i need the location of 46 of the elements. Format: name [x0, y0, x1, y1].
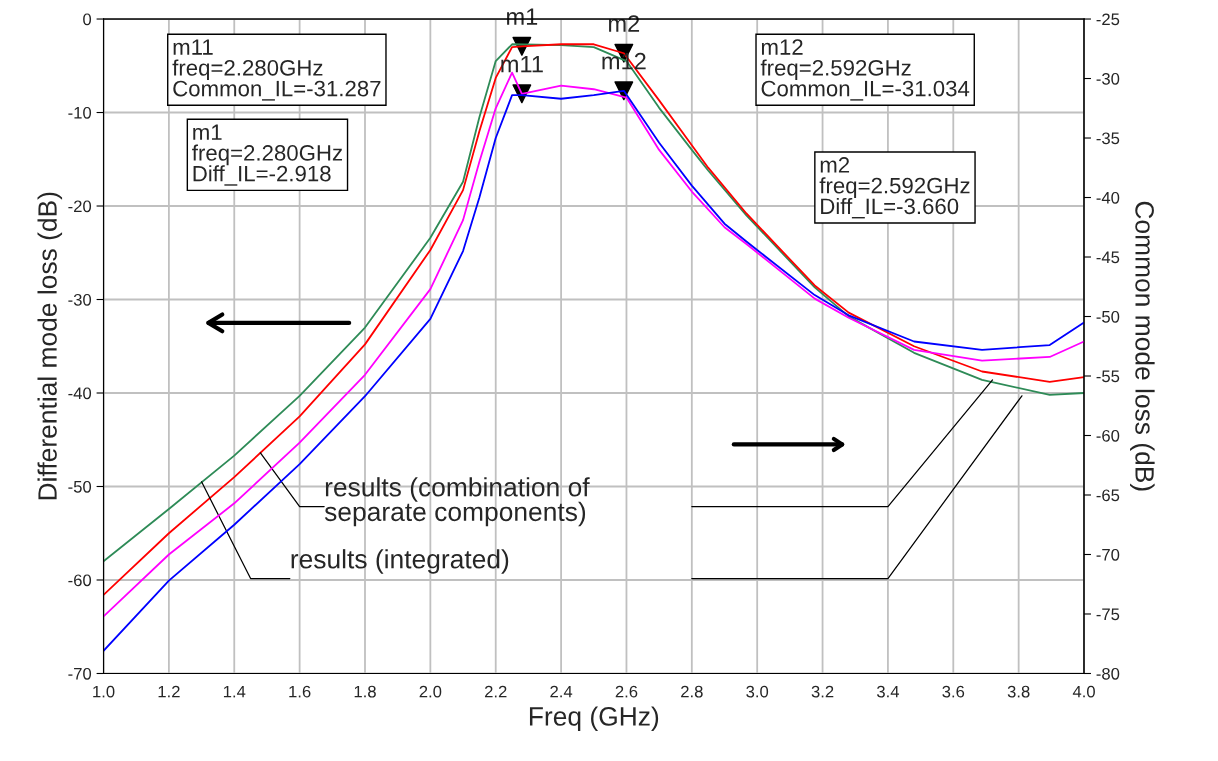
y2-tick-label: -50 — [1096, 310, 1120, 323]
x-tick-label: 1.2 — [158, 685, 180, 698]
y2-tick-label: -60 — [1096, 429, 1120, 442]
y2-tick-label: -25 — [1096, 13, 1120, 26]
y2-tick-label: -35 — [1096, 132, 1120, 145]
x-tick-label: 2.0 — [419, 685, 442, 698]
x-tick-label: 2.8 — [681, 685, 703, 698]
x-tick-label: 3.4 — [876, 685, 900, 698]
annotation: m1 freq=2.280GHz Diff_IL=-2.918 — [192, 124, 342, 186]
y-tick-label: -60 — [68, 574, 92, 587]
x-tick-label: 1.0 — [93, 685, 115, 698]
annotation: results (integrated) — [291, 549, 509, 574]
y-tick-label: 0 — [83, 13, 92, 26]
x-tick-label: 1.6 — [289, 685, 311, 698]
y2-tick-label: -40 — [1096, 191, 1120, 204]
x-tick-label: 4.0 — [1072, 685, 1095, 698]
annotation: m11 freq=2.280GHz Common_IL=-31.287 — [172, 39, 381, 101]
y-tick-label: -50 — [68, 480, 92, 493]
x-tick-label: 3.2 — [811, 685, 834, 698]
y2-tick-label: -70 — [1096, 548, 1120, 561]
y2-tick-label: -45 — [1096, 251, 1120, 264]
x-axis-title: Freq (GHz) — [529, 706, 659, 731]
y-tick-label: -70 — [68, 667, 92, 680]
x-tick-label: 3.0 — [746, 685, 769, 698]
data-label: m2 — [609, 15, 640, 32]
y-tick-label: -30 — [68, 293, 92, 306]
x-tick-label: 1.8 — [354, 685, 376, 698]
x-tick-label: 2.6 — [615, 685, 638, 698]
y2-tick-label: -75 — [1096, 608, 1120, 621]
x-tick-label: 2.4 — [550, 685, 573, 698]
y2-tick-label: -55 — [1096, 370, 1120, 383]
y-tick-label: -20 — [68, 200, 92, 213]
y2-tick-label: -30 — [1096, 72, 1120, 85]
y-tick-label: -10 — [68, 106, 92, 119]
y2-axis-title: Common mode loss (dB) — [1130, 201, 1155, 491]
y2-tick-label: -80 — [1096, 667, 1120, 680]
y-axis-title: Differential mode loss (dB) — [37, 192, 63, 500]
annotation: m2 freq=2.592GHz Diff_IL=-3.660 — [819, 157, 970, 219]
annotation: m12 freq=2.592GHz Common_IL=-31.034 — [760, 39, 970, 101]
y2-tick-label: -65 — [1096, 489, 1120, 502]
x-tick-label: 1.4 — [223, 685, 246, 698]
x-tick-label: 3.6 — [942, 685, 965, 698]
x-tick-label: 2.2 — [484, 685, 507, 698]
y-tick-label: -40 — [68, 387, 92, 400]
annotation: results (combination of separate components) — [324, 477, 590, 527]
x-tick-label: 3.8 — [1007, 685, 1030, 698]
